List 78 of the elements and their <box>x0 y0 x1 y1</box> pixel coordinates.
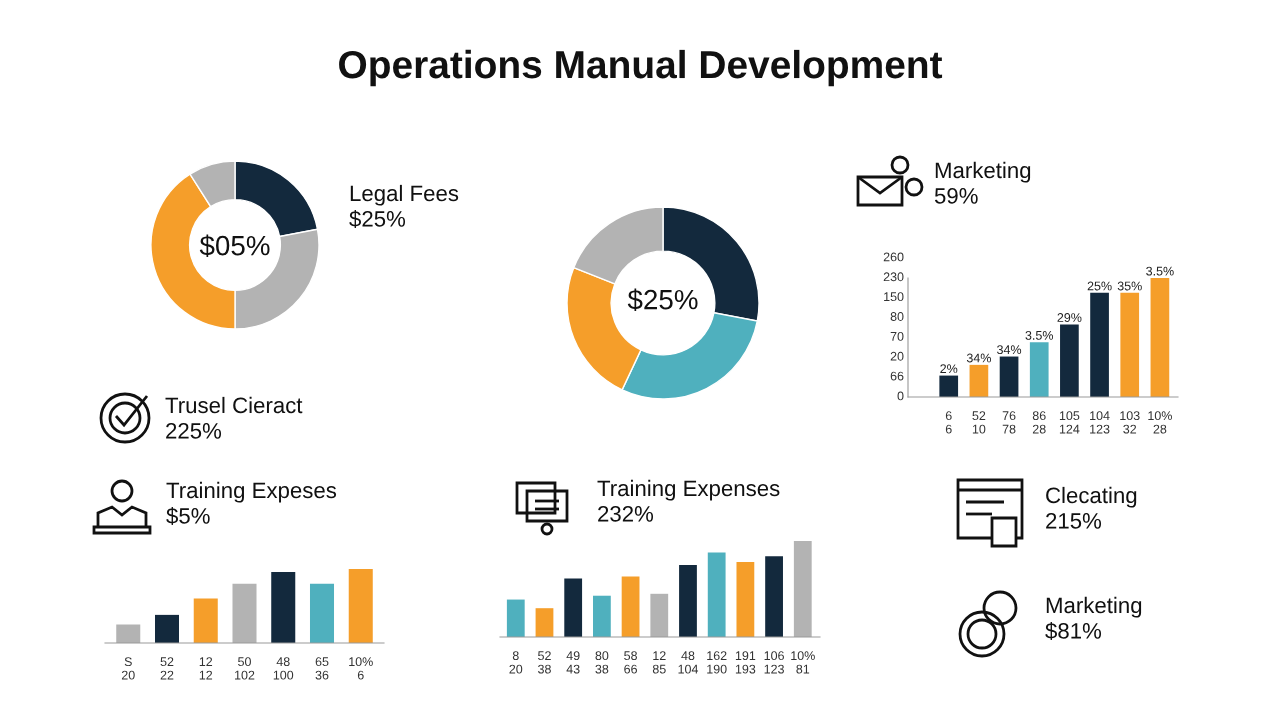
text: Trusel Cieract 225% <box>165 396 303 439</box>
bar <box>271 571 296 643</box>
x-tick-label: 191 193 <box>735 651 756 674</box>
bar <box>999 356 1019 397</box>
text: 0 <box>897 391 904 401</box>
bar <box>679 565 697 637</box>
bar <box>1060 324 1079 397</box>
text: 80 <box>890 312 904 321</box>
x-tick-label: 48 104 <box>678 651 699 674</box>
x-tick-label: 52 38 <box>538 651 551 674</box>
bar <box>154 614 180 643</box>
text: 66 <box>890 371 904 381</box>
x-tick-label: 12 12 <box>199 657 213 680</box>
x-tick-label: 10% 28 <box>1148 411 1172 434</box>
text: Clecating 215% <box>1046 486 1137 529</box>
x-tick-label: 49 43 <box>566 651 580 674</box>
x-tick-label: 50 102 <box>235 657 255 680</box>
x-tick-label: 48 100 <box>273 657 294 680</box>
bar <box>650 593 669 637</box>
bar <box>736 562 755 637</box>
bar <box>564 578 583 637</box>
bar <box>707 552 726 637</box>
x-tick-label: 76 78 <box>1002 411 1016 434</box>
bar <box>1029 342 1049 397</box>
bar <box>592 595 611 637</box>
bar <box>1090 292 1109 397</box>
annotation: 34% <box>997 345 1022 355</box>
chart-title: Marketing 59% <box>934 161 1031 204</box>
x-tick-label: 103 32 <box>1120 411 1140 434</box>
bar <box>969 364 989 397</box>
text: 3.5% <box>1146 266 1174 276</box>
text: Legal Fees $25% <box>349 184 459 229</box>
bar <box>309 583 335 643</box>
x-tick-label: 86 28 <box>1032 411 1046 434</box>
x-tick-label: 65 36 <box>315 657 329 680</box>
text: $25% <box>627 288 698 312</box>
annotation: 25% <box>1087 281 1112 291</box>
text: 260 <box>883 252 904 262</box>
text: Operations Manual Development <box>339 49 943 87</box>
annotation: 3.5% <box>1025 330 1054 340</box>
x-tick-label: 104 123 <box>1090 411 1110 434</box>
bar <box>506 599 525 637</box>
bar <box>535 608 554 637</box>
x-tick-label: 12 85 <box>652 651 666 674</box>
x-tick-label: S 20 <box>121 657 135 680</box>
x-tick-label: 80 38 <box>595 651 609 674</box>
annotation: 29% <box>1057 313 1082 322</box>
bar <box>1150 278 1170 397</box>
x-tick-label: 8 20 <box>509 651 523 674</box>
bar <box>765 556 783 637</box>
x-tick-label: 106 123 <box>764 651 784 674</box>
text: Marketing $81% <box>1045 596 1142 641</box>
text: 70 <box>890 331 904 341</box>
text: 150 <box>884 292 904 302</box>
x-tick-label: 6 6 <box>945 411 952 434</box>
annotation: 34% <box>966 353 991 363</box>
x-tick-label: 10% 81 <box>791 651 815 674</box>
bar <box>193 598 218 643</box>
bar <box>116 624 141 643</box>
x-tick-label: 10% 6 <box>349 657 373 680</box>
x-tick-label: 105 124 <box>1059 411 1080 434</box>
text: 20 <box>890 351 904 361</box>
bar <box>348 569 373 643</box>
annotation: 2% <box>940 364 958 374</box>
x-tick-label: 52 10 <box>972 411 986 434</box>
chart-title: Training Expenses 232% <box>597 479 780 522</box>
bar <box>793 541 812 637</box>
x-tick-label: 52 22 <box>160 657 174 680</box>
bar <box>939 375 959 397</box>
text: $05% <box>199 234 270 258</box>
annotation: 35% <box>1117 281 1142 291</box>
x-tick-label: 162 190 <box>707 651 727 674</box>
x-tick-label: 58 66 <box>624 651 637 674</box>
bar <box>1120 292 1140 397</box>
bar <box>232 583 257 643</box>
bar <box>621 576 640 637</box>
chart-title: Training Expeses $5% <box>166 481 337 526</box>
text: 230 <box>883 272 904 282</box>
